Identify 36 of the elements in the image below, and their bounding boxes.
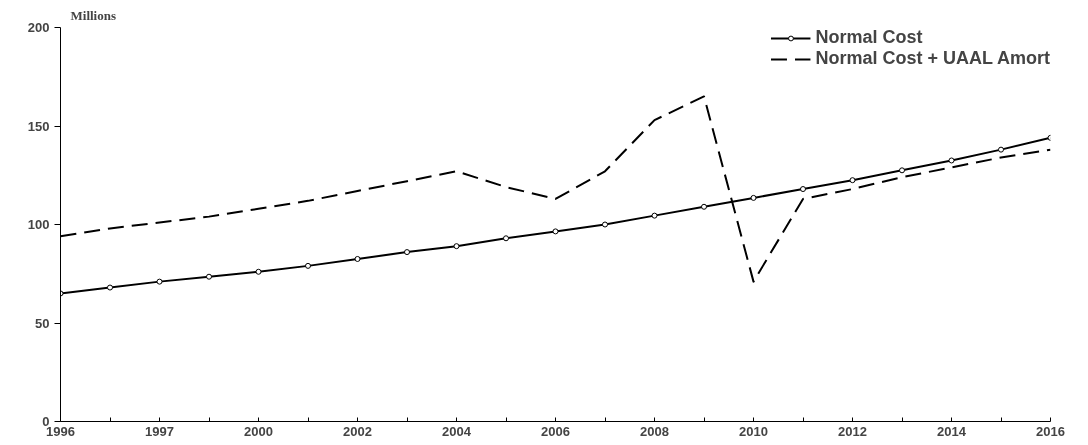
point — [701, 203, 707, 210]
x-tick-label: 2004 — [442, 423, 472, 439]
y-tick-label: 200 — [27, 20, 50, 35]
x-tick-label: 2002 — [343, 423, 372, 439]
point — [206, 273, 212, 280]
point — [354, 255, 361, 262]
y-tick-label: 150 — [27, 118, 50, 134]
point — [156, 278, 163, 285]
point — [602, 221, 608, 228]
y-axis-title: Millions — [70, 7, 117, 23]
y-tick-label: 100 — [27, 217, 50, 232]
x-tick-label: 2000 — [244, 423, 273, 439]
point — [651, 212, 658, 219]
y-tick-label: 50 — [35, 315, 50, 331]
point — [899, 167, 905, 174]
x-tick-label: 2016 — [1036, 423, 1065, 439]
point — [255, 268, 262, 275]
point — [849, 177, 856, 184]
point — [750, 194, 757, 201]
legend-label: Normal Cost — [815, 27, 923, 48]
point — [948, 157, 955, 164]
point — [453, 243, 460, 250]
x-tick-label: 2006 — [541, 423, 570, 439]
point — [305, 262, 311, 269]
x-tick-label: 2008 — [640, 423, 669, 439]
x-tick-label: 2012 — [838, 423, 867, 439]
x-tick-label: 2010 — [739, 423, 768, 439]
point — [998, 146, 1004, 153]
x-tick-label: 2014 — [937, 423, 967, 439]
legend-label: Normal Cost + UAAL Amort — [815, 48, 1050, 69]
point — [800, 186, 806, 193]
x-tick-label: 1997 — [145, 423, 174, 439]
point — [404, 249, 410, 256]
point — [107, 284, 113, 291]
point — [552, 228, 559, 235]
point — [503, 235, 509, 242]
